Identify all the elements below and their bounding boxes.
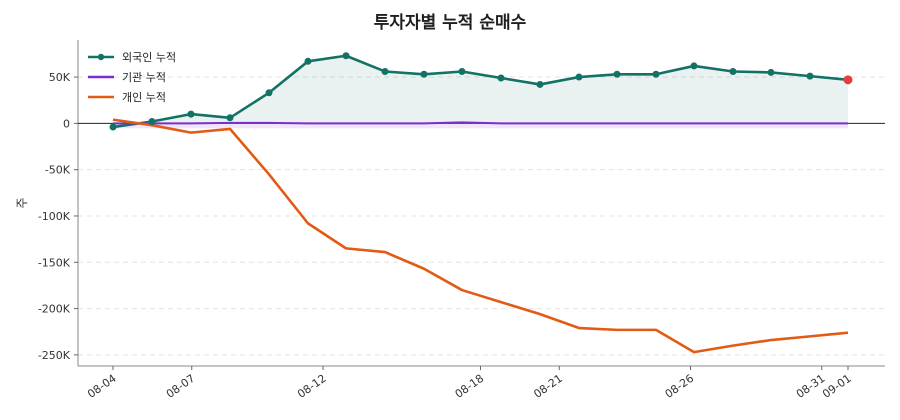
foreign-point <box>652 70 660 78</box>
x-tick-label: 08-26 <box>663 372 697 401</box>
foreign-point <box>575 73 583 81</box>
y-tick-label: -250K <box>38 349 71 362</box>
foreign-point <box>729 67 737 75</box>
foreign-point <box>342 52 350 60</box>
legend-label: 개인 누적 <box>122 91 166 104</box>
foreign-point <box>148 118 156 125</box>
y-axis-label: 주 <box>15 197 29 208</box>
foreign-point <box>420 70 428 78</box>
chart-title: 투자자별 누적 순매수 <box>373 13 527 33</box>
foreign-line <box>112 54 849 129</box>
y-tick-label: -150K <box>38 256 71 269</box>
foreign-point <box>613 70 621 78</box>
x-tick-label: 08-31 <box>794 372 828 401</box>
institution-line <box>113 121 848 125</box>
legend-label: 기관 누적 <box>122 71 166 84</box>
y-tick-label: 0 <box>63 117 70 130</box>
foreign-point <box>304 57 312 65</box>
x-tick-label: 08-04 <box>85 372 119 401</box>
y-tick-label: -100K <box>38 210 71 223</box>
foreign-point <box>690 62 698 70</box>
y-tick-label: 50K <box>49 71 71 84</box>
x-tick-label: 08-21 <box>531 372 565 401</box>
foreign-point <box>458 67 466 75</box>
foreign-point <box>109 123 117 131</box>
foreign-point <box>497 74 505 82</box>
foreign-last-point <box>843 75 853 85</box>
institution-fill-area <box>113 123 848 129</box>
y-tick-label: -50K <box>45 164 71 177</box>
foreign-point <box>381 67 389 75</box>
x-tick-label: 09-01 <box>820 372 854 401</box>
individual-line <box>112 118 849 354</box>
x-tick-label: 08-07 <box>164 372 198 401</box>
legend-label: 외국인 누적 <box>122 51 176 64</box>
foreign-point <box>536 80 544 88</box>
x-tick-label: 08-12 <box>295 372 329 401</box>
foreign-point <box>767 68 775 76</box>
foreign-point <box>226 114 234 122</box>
foreign-point <box>187 110 195 118</box>
y-tick-label: -200K <box>38 303 71 316</box>
legend-marker <box>97 53 105 61</box>
x-tick-label: 08-18 <box>453 372 487 401</box>
foreign-point <box>265 89 273 97</box>
foreign-point <box>806 72 814 80</box>
